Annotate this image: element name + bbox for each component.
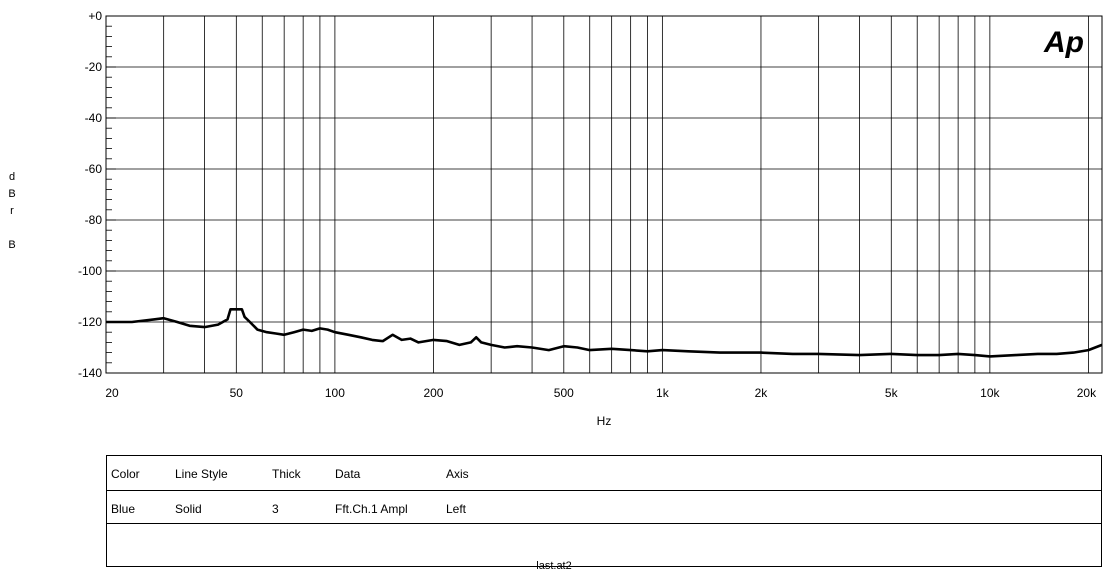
x-tick-label: 5k <box>885 386 899 400</box>
x-tick-label: 100 <box>325 386 345 400</box>
legend-cell-color: Blue <box>111 502 136 516</box>
x-tick-label: 200 <box>423 386 443 400</box>
y-axis-label-letter: d <box>9 171 15 183</box>
x-tick-label: 50 <box>230 386 244 400</box>
x-tick-label: 20k <box>1077 386 1097 400</box>
legend-cell-thick: 3 <box>272 502 279 516</box>
series-trace <box>106 308 1103 358</box>
legend-header-line-style: Line Style <box>175 467 228 481</box>
y-tick-label: -140 <box>78 366 102 380</box>
plot-frame <box>105 15 1103 374</box>
x-tick-label: 2k <box>755 386 769 400</box>
ap-logo: Ap <box>1043 26 1084 59</box>
grid <box>106 16 1102 373</box>
x-tick-label: 1k <box>656 386 670 400</box>
y-tick-labels: +0 -20 -40 -60 -80 -100 -120 -140 <box>78 9 102 380</box>
frequency-response-chart: +0 -20 -40 -60 -80 -100 -120 -140 20 50 100 200 500… <box>8 9 1103 428</box>
y-tick-label: -120 <box>78 315 102 329</box>
legend-cell-axis: Left <box>446 502 467 516</box>
legend-cell-line-style: Solid <box>175 502 202 516</box>
y-axis-label-letter: r <box>10 205 14 217</box>
y-axis-label-letter: B <box>8 188 15 200</box>
legend-header-thick: Thick <box>272 467 301 481</box>
x-tick-label: 500 <box>554 386 574 400</box>
legend-header-color: Color <box>111 467 140 481</box>
x-tick-label: 20 <box>105 386 119 400</box>
legend-table: Color Line Style Thick Data Axis Blue So… <box>106 455 1102 567</box>
legend-divider <box>107 523 1101 524</box>
y-tick-label: -20 <box>85 60 103 74</box>
series-line <box>106 308 1103 358</box>
legend-cell-data: Fft.Ch.1 Ampl <box>335 502 408 516</box>
x-tick-label: 10k <box>980 386 1000 400</box>
x-axis-label: Hz <box>597 414 612 428</box>
y-axis-label-letter: B <box>8 239 15 251</box>
legend-header-data: Data <box>335 467 361 481</box>
legend-header-axis: Axis <box>446 467 469 481</box>
legend-header-row: Color Line Style Thick Data Axis <box>107 458 1101 490</box>
y-minor-ticks <box>106 15 116 374</box>
y-tick-label: -60 <box>85 162 103 176</box>
legend-row: Blue Solid 3 Fft.Ch.1 Ampl Left <box>107 493 1101 525</box>
y-tick-label: -80 <box>85 213 103 227</box>
y-tick-label: -100 <box>78 264 102 278</box>
plot-border <box>105 15 1103 374</box>
x-tick-labels: 20 50 100 200 500 1k 2k 5k 10k 20k <box>105 386 1097 400</box>
filename-label: last.at2 <box>536 560 572 572</box>
legend-divider <box>107 490 1101 491</box>
y-tick-label: -40 <box>85 111 103 125</box>
y-tick-label: +0 <box>88 9 102 23</box>
